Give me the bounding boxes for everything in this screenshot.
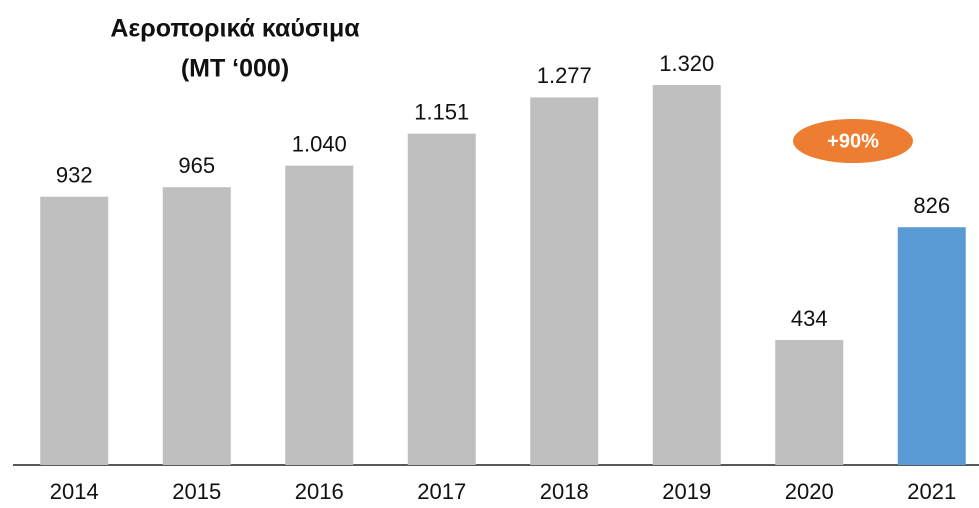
bar [652, 85, 721, 465]
x-tick-label: 2015 [172, 479, 221, 504]
value-label: 1.320 [659, 51, 714, 76]
bar [897, 227, 966, 465]
bar [285, 165, 354, 465]
bar [530, 97, 599, 465]
x-tick-label: 2016 [295, 479, 344, 504]
x-tick-label: 2017 [417, 479, 466, 504]
chart-subtitle: (MT ‘000) [181, 55, 289, 83]
value-label: 1.040 [292, 131, 347, 156]
bar [162, 187, 231, 466]
value-label: 932 [56, 163, 93, 188]
x-tick-label: 2019 [662, 479, 711, 504]
value-label: 1.151 [414, 99, 469, 124]
x-tick-label: 2018 [540, 479, 589, 504]
bar [775, 340, 844, 465]
value-label: 826 [913, 193, 950, 218]
value-label: 434 [791, 306, 828, 331]
bar [40, 196, 109, 466]
x-tick-label: 2014 [50, 479, 99, 504]
chart-title: Αεροπορικά καύσιμα [110, 15, 360, 43]
x-tick-label: 2021 [907, 479, 956, 504]
annotation: +90% [827, 130, 879, 152]
bar [407, 133, 476, 465]
value-label: 965 [178, 153, 215, 178]
value-label: 1.277 [537, 63, 592, 88]
annotation-badge [793, 119, 913, 163]
x-tick-label: 2020 [785, 479, 834, 504]
